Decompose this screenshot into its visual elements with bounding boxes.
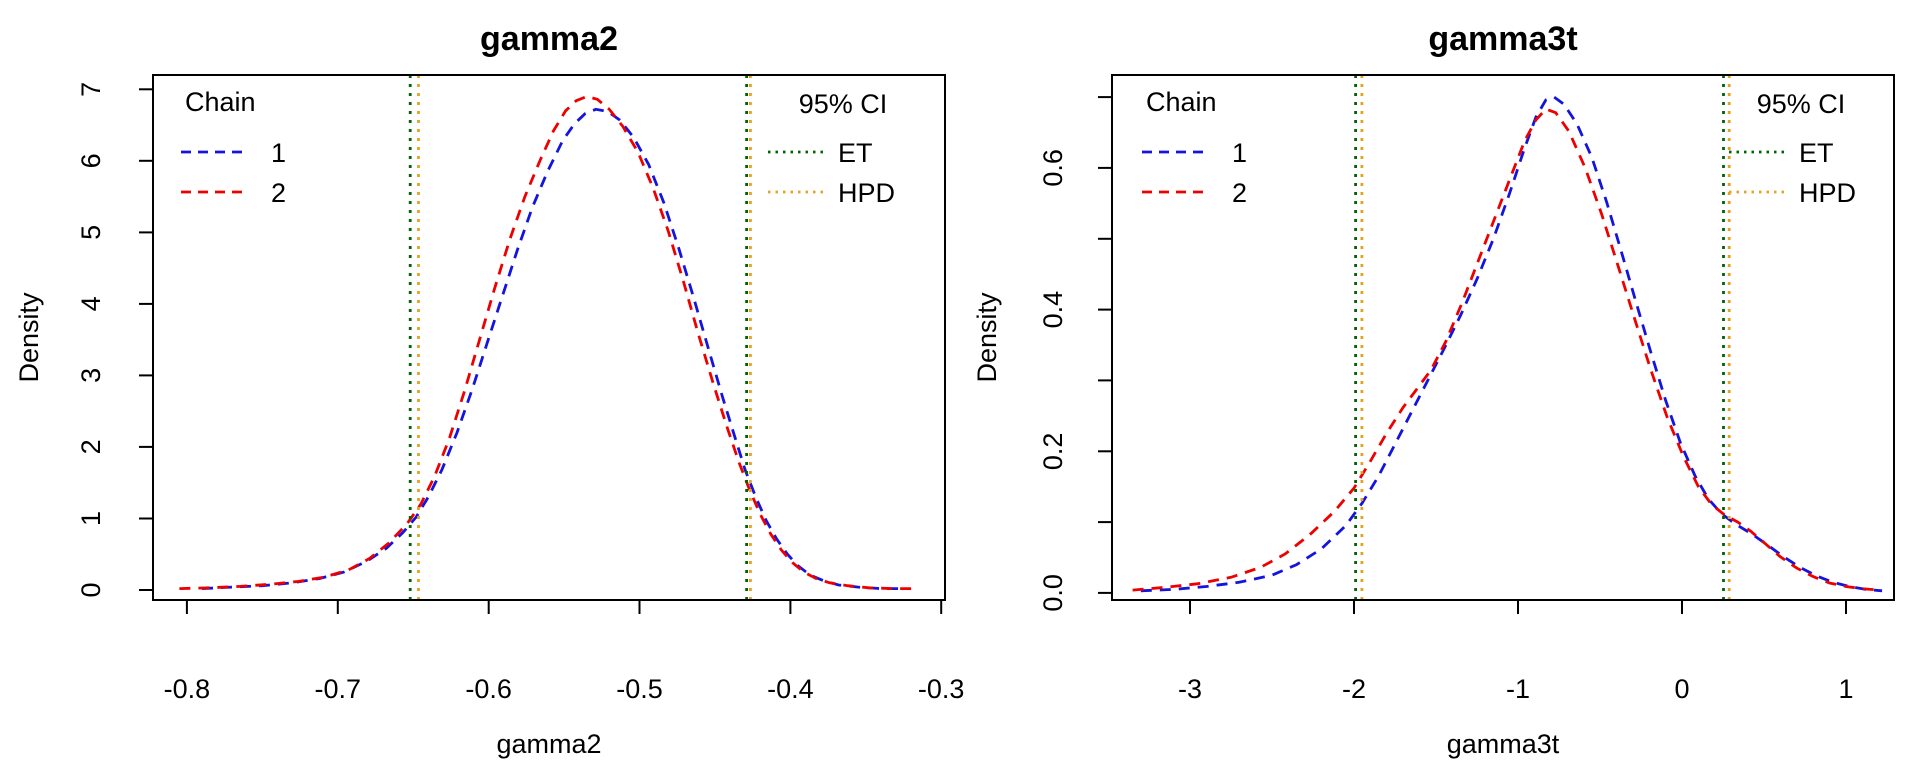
x-tick-label: 1 [1838, 674, 1853, 704]
legend-ci-title: 95% CI [799, 89, 888, 119]
plot-box [152, 74, 946, 601]
x-tick-label: -0.6 [465, 674, 512, 704]
density-curve-chain-2 [1132, 107, 1879, 592]
legend-ci-et-label: ET [838, 138, 873, 168]
x-tick-label: -0.5 [616, 674, 663, 704]
density-curve-chain-1 [201, 107, 904, 590]
legend-chain-1-label: 1 [1232, 138, 1247, 168]
legend-chain-1-label: 1 [271, 138, 286, 168]
legend-ci-hpd-label: HPD [838, 178, 895, 208]
legend-ci-et-label: ET [1799, 138, 1834, 168]
x-tick-label: -0.4 [767, 674, 814, 704]
x-axis-label: gamma3t [1447, 729, 1560, 759]
y-tick-label: 0 [76, 582, 106, 597]
legend-chain-2-label: 2 [1232, 178, 1247, 208]
x-tick-label: -3 [1178, 674, 1202, 704]
plot-title: gamma2 [480, 20, 618, 58]
density-curve-chain-2 [179, 95, 915, 590]
density-curve-chain-1 [1140, 95, 1883, 593]
y-tick-label: 0.0 [1038, 574, 1068, 612]
x-tick-label: -2 [1342, 674, 1366, 704]
y-tick-label: 0.6 [1038, 149, 1068, 187]
y-tick-label: 1 [76, 511, 106, 526]
legend-ci-title: 95% CI [1757, 89, 1846, 119]
panel-gamma2: -0.8 -0.7 -0.6 -0.5 -0.4 -0.3 0 1 2 3 4 5 6 7 gamma2 ga… [14, 20, 964, 759]
plot-box [1111, 74, 1895, 601]
y-axis-label: Density [972, 292, 1002, 383]
x-tick-label: -0.3 [918, 674, 965, 704]
y-axis-label: Density [14, 292, 44, 383]
legend-chain-2-label: 2 [271, 178, 286, 208]
y-tick-label: 2 [76, 439, 106, 454]
y-tick-label: 0.2 [1038, 433, 1068, 471]
x-tick-label: -0.8 [164, 674, 211, 704]
y-tick-label: 7 [76, 82, 106, 97]
y-tick-label: 4 [76, 296, 106, 311]
legend-chain-title: Chain [1146, 87, 1217, 117]
x-axis-label: gamma2 [496, 729, 601, 759]
y-tick-label: 3 [76, 368, 106, 383]
y-tick-label: 0.4 [1038, 291, 1068, 329]
y-tick-label: 6 [76, 153, 106, 168]
x-tick-label: -0.7 [315, 674, 362, 704]
panel-gamma3t: -3 -2 -1 0 1 0.0 0.2 0.4 0.6 gamma3t gamma3t Densit… [972, 20, 1895, 759]
plot-title: gamma3t [1428, 20, 1577, 58]
x-tick-label: -1 [1506, 674, 1530, 704]
x-tick-label: 0 [1674, 674, 1689, 704]
legend-ci-hpd-label: HPD [1799, 178, 1856, 208]
legend-chain-title: Chain [185, 87, 256, 117]
y-tick-label: 5 [76, 225, 106, 240]
